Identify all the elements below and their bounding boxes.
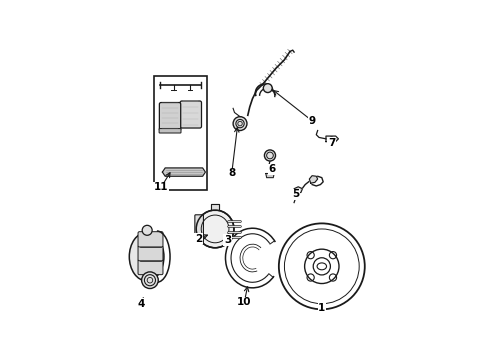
Text: 3: 3: [224, 235, 231, 245]
Circle shape: [142, 225, 152, 235]
FancyBboxPatch shape: [138, 232, 163, 247]
Text: 11: 11: [154, 183, 168, 192]
Text: 8: 8: [228, 168, 235, 179]
Polygon shape: [294, 187, 302, 193]
Circle shape: [233, 117, 247, 131]
Circle shape: [196, 210, 234, 248]
FancyBboxPatch shape: [138, 246, 163, 261]
Polygon shape: [309, 176, 318, 183]
Text: 10: 10: [237, 297, 251, 307]
FancyBboxPatch shape: [180, 101, 201, 128]
Polygon shape: [326, 136, 339, 141]
Circle shape: [263, 84, 272, 93]
Text: 1: 1: [318, 303, 325, 313]
Text: 4: 4: [138, 299, 146, 309]
Text: 9: 9: [309, 116, 316, 126]
Ellipse shape: [129, 233, 164, 281]
FancyBboxPatch shape: [138, 260, 163, 275]
Text: 2: 2: [195, 234, 202, 244]
Polygon shape: [266, 174, 274, 177]
FancyBboxPatch shape: [159, 103, 181, 131]
Bar: [154, 76, 207, 190]
Circle shape: [142, 272, 158, 288]
Polygon shape: [211, 204, 219, 210]
FancyBboxPatch shape: [195, 215, 203, 243]
Text: 5: 5: [292, 189, 299, 199]
Text: 7: 7: [328, 138, 335, 148]
FancyBboxPatch shape: [159, 129, 181, 133]
Circle shape: [265, 150, 275, 161]
Text: 6: 6: [269, 164, 275, 174]
Polygon shape: [162, 168, 205, 176]
